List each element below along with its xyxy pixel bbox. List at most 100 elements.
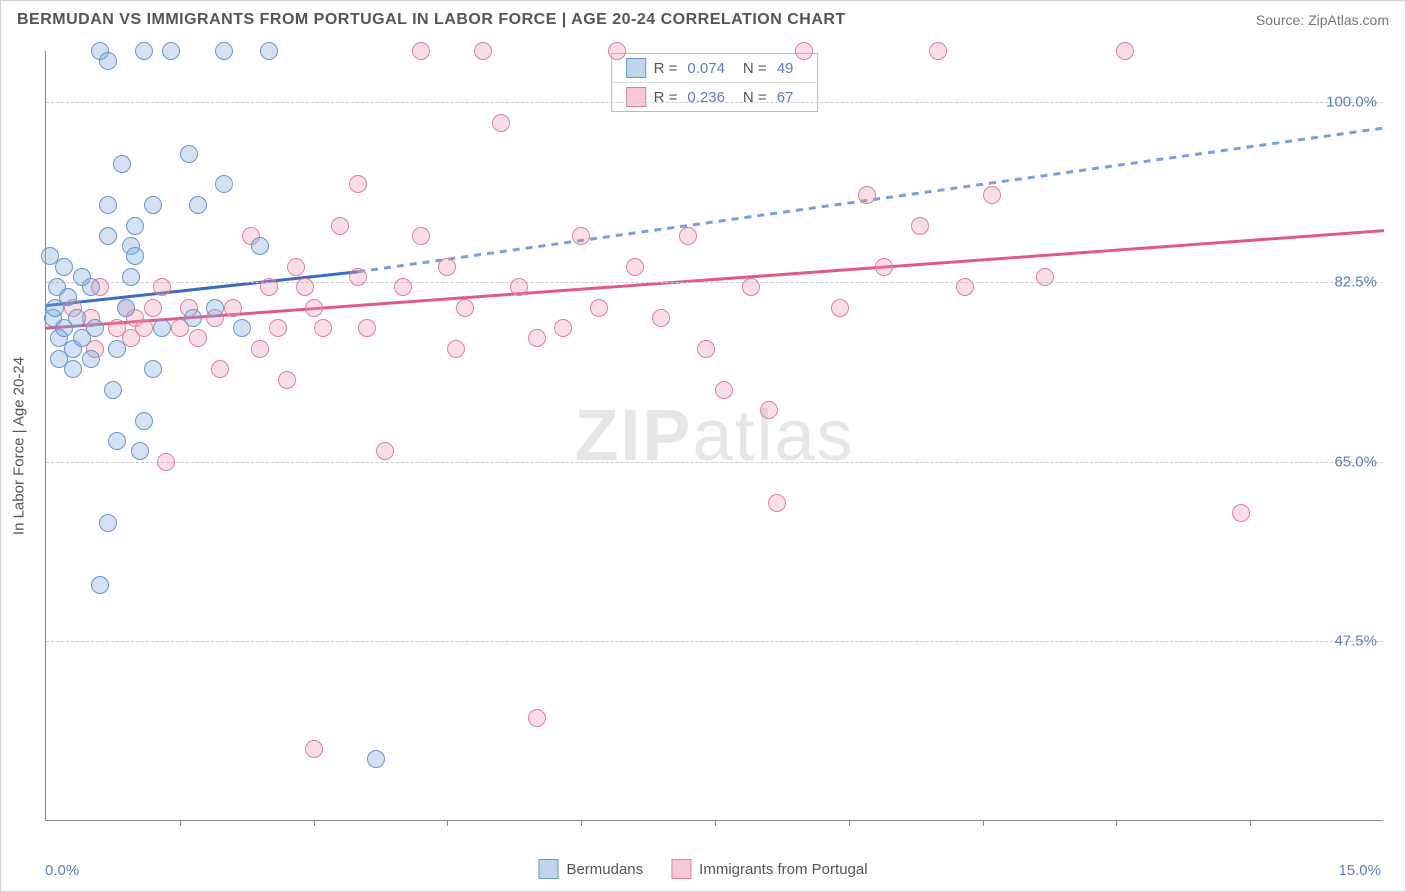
y-tick-label: 65.0% bbox=[1334, 453, 1377, 470]
data-point-blue bbox=[91, 576, 109, 594]
y-axis-label: In Labor Force | Age 20-24 bbox=[11, 357, 28, 535]
data-point-pink bbox=[412, 42, 430, 60]
data-point-blue bbox=[99, 52, 117, 70]
data-point-blue bbox=[215, 175, 233, 193]
data-point-pink bbox=[715, 381, 733, 399]
data-point-pink bbox=[287, 258, 305, 276]
data-point-pink bbox=[875, 258, 893, 276]
data-point-blue bbox=[82, 350, 100, 368]
data-point-pink bbox=[760, 401, 778, 419]
data-point-pink bbox=[314, 319, 332, 337]
data-point-pink bbox=[492, 114, 510, 132]
swatch-pink bbox=[671, 859, 691, 879]
data-point-pink bbox=[679, 227, 697, 245]
x-tick bbox=[1250, 820, 1251, 826]
data-point-pink bbox=[260, 278, 278, 296]
data-point-pink bbox=[528, 329, 546, 347]
data-point-blue bbox=[99, 514, 117, 532]
data-point-blue bbox=[55, 258, 73, 276]
data-point-blue bbox=[86, 319, 104, 337]
chart-header: BERMUDAN VS IMMIGRANTS FROM PORTUGAL IN … bbox=[1, 1, 1405, 35]
swatch-pink bbox=[626, 87, 646, 107]
data-point-blue bbox=[135, 42, 153, 60]
data-point-pink bbox=[278, 371, 296, 389]
stats-row-pink: R = 0.236 N = 67 bbox=[612, 83, 818, 111]
data-point-pink bbox=[224, 299, 242, 317]
x-min-label: 0.0% bbox=[45, 862, 79, 879]
legend-label-blue: Bermudans bbox=[566, 861, 643, 878]
data-point-pink bbox=[157, 453, 175, 471]
series-legend: Bermudans Immigrants from Portugal bbox=[538, 859, 867, 879]
data-point-blue bbox=[184, 309, 202, 327]
y-tick-label: 82.5% bbox=[1334, 274, 1377, 291]
data-point-blue bbox=[117, 299, 135, 317]
grid-line bbox=[46, 462, 1383, 463]
data-point-pink bbox=[929, 42, 947, 60]
data-point-pink bbox=[652, 309, 670, 327]
data-point-pink bbox=[438, 258, 456, 276]
data-point-pink bbox=[394, 278, 412, 296]
n-label: N = bbox=[743, 60, 767, 77]
data-point-pink bbox=[1116, 42, 1134, 60]
x-tick bbox=[983, 820, 984, 826]
chart-title: BERMUDAN VS IMMIGRANTS FROM PORTUGAL IN … bbox=[17, 11, 846, 29]
data-point-blue bbox=[131, 442, 149, 460]
trend-lines bbox=[46, 51, 1383, 820]
data-point-blue bbox=[113, 155, 131, 173]
data-point-pink bbox=[528, 709, 546, 727]
data-point-blue bbox=[68, 309, 86, 327]
x-tick bbox=[314, 820, 315, 826]
plot-area: ZIPatlas R = 0.074 N = 49 R = 0.236 N = … bbox=[45, 51, 1383, 821]
swatch-blue bbox=[626, 58, 646, 78]
data-point-pink bbox=[305, 299, 323, 317]
x-tick bbox=[1116, 820, 1117, 826]
y-tick-label: 47.5% bbox=[1334, 633, 1377, 650]
stats-row-blue: R = 0.074 N = 49 bbox=[612, 54, 818, 83]
data-point-pink bbox=[590, 299, 608, 317]
data-point-pink bbox=[742, 278, 760, 296]
data-point-blue bbox=[144, 360, 162, 378]
x-tick bbox=[581, 820, 582, 826]
data-point-blue bbox=[59, 288, 77, 306]
data-point-pink bbox=[358, 319, 376, 337]
x-tick bbox=[447, 820, 448, 826]
data-point-blue bbox=[215, 42, 233, 60]
data-point-pink bbox=[1036, 268, 1054, 286]
data-point-pink bbox=[189, 329, 207, 347]
data-point-pink bbox=[956, 278, 974, 296]
data-point-blue bbox=[135, 412, 153, 430]
data-point-blue bbox=[367, 750, 385, 768]
legend-item-blue: Bermudans bbox=[538, 859, 643, 879]
r-value-blue: 0.074 bbox=[687, 60, 725, 77]
data-point-pink bbox=[474, 42, 492, 60]
data-point-pink bbox=[412, 227, 430, 245]
data-point-blue bbox=[206, 299, 224, 317]
data-point-blue bbox=[180, 145, 198, 163]
data-point-blue bbox=[99, 196, 117, 214]
data-point-pink bbox=[795, 42, 813, 60]
data-point-blue bbox=[108, 340, 126, 358]
data-point-blue bbox=[122, 268, 140, 286]
data-point-pink bbox=[768, 494, 786, 512]
data-point-blue bbox=[233, 319, 251, 337]
data-point-pink bbox=[211, 360, 229, 378]
x-max-label: 15.0% bbox=[1338, 862, 1381, 879]
y-tick-label: 100.0% bbox=[1326, 94, 1377, 111]
data-point-pink bbox=[135, 319, 153, 337]
data-point-pink bbox=[697, 340, 715, 358]
data-point-pink bbox=[349, 268, 367, 286]
data-point-blue bbox=[153, 319, 171, 337]
data-point-pink bbox=[349, 175, 367, 193]
data-point-pink bbox=[858, 186, 876, 204]
data-point-blue bbox=[99, 227, 117, 245]
data-point-blue bbox=[82, 278, 100, 296]
data-point-pink bbox=[572, 227, 590, 245]
legend-item-pink: Immigrants from Portugal bbox=[671, 859, 867, 879]
data-point-pink bbox=[296, 278, 314, 296]
data-point-blue bbox=[126, 217, 144, 235]
data-point-blue bbox=[162, 42, 180, 60]
data-point-blue bbox=[260, 42, 278, 60]
data-point-pink bbox=[376, 442, 394, 460]
r-label: R = bbox=[654, 60, 678, 77]
grid-line bbox=[46, 282, 1383, 283]
